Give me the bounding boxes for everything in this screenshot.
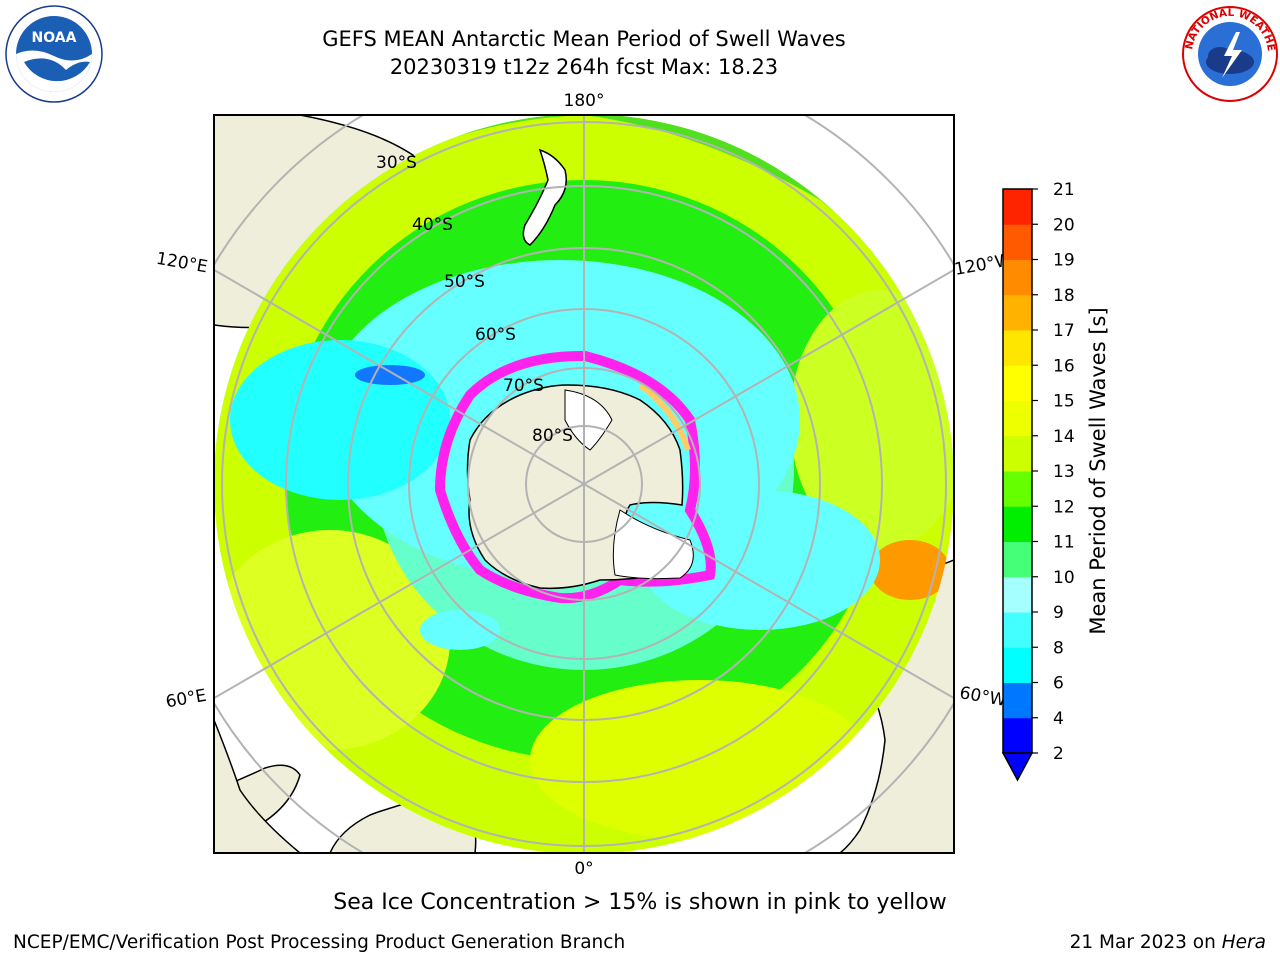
lon-label-180: 180° (564, 91, 605, 111)
map-title: GEFS MEAN Antarctic Mean Period of Swell… (322, 27, 846, 51)
colorbar-swatch (1003, 365, 1032, 401)
antarctica-land (466, 384, 684, 590)
colorbar-tick-label: 10 (1053, 568, 1075, 588)
colorbar-swatch (1003, 400, 1032, 437)
meridian-120w (583, 268, 954, 485)
colorbar-tick-label: 4 (1053, 709, 1064, 729)
colorbar-ticks: 2 4 6 8 9 10 11 12 13 14 15 16 17 18 19 20 21 (1032, 180, 1075, 764)
map-frame (213, 114, 955, 854)
colorbar-swatch (1003, 612, 1032, 648)
lat-label-60s: 60°S (475, 325, 516, 345)
sea-ice-footnote: Sea Ice Concentration > 15% is shown in … (333, 890, 947, 915)
colorbar-tick-label: 14 (1053, 427, 1075, 447)
lat-label-30s: 30°S (376, 153, 417, 173)
meridian-120e (214, 268, 585, 485)
colorbar: 2 4 6 8 9 10 11 12 13 14 15 16 17 18 19 20 21 Mean Perio… (1001, 180, 1110, 782)
new-zealand-land (522, 148, 567, 246)
noaa-logo: NOAA (5, 5, 103, 103)
lat-label-70s: 70°S (503, 376, 544, 396)
map-panel: 30°S 40°S 50°S 60°S 70°S 80°S (214, 115, 954, 853)
map-subtitle: 20230319 t12z 264h fcst Max: 18.23 (389, 55, 779, 79)
colorbar-tick-label: 2 (1053, 744, 1064, 764)
meridian-60e (214, 483, 585, 700)
colorbar-swatch (1003, 717, 1032, 754)
credit-branch: NCEP/EMC/Verification Post Processing Pr… (13, 932, 626, 953)
credit-date: 21 Mar 2023 on Hera (1070, 932, 1266, 953)
lat-label-50s: 50°S (444, 272, 485, 292)
colorbar-swatch (1003, 224, 1032, 260)
colorbar-tick-label: 19 (1053, 251, 1075, 271)
lon-label-60e: 60°E (164, 686, 208, 713)
colorbar-swatch (1003, 435, 1032, 472)
weddell-ice-shelf (612, 509, 694, 580)
colorbar-label: Mean Period of Swell Waves [s] (1086, 307, 1110, 634)
colorbar-swatch (1003, 541, 1032, 578)
colorbar-swatch (1003, 294, 1032, 331)
colorbar-swatch (1003, 506, 1032, 542)
colorbar-tick-label: 16 (1053, 356, 1075, 376)
colorbar-tick-label: 17 (1053, 321, 1075, 341)
lat-label-80s: 80°S (532, 426, 573, 446)
nws-logo: NATIONAL WEATHER SERVICE (1180, 4, 1278, 102)
colorbar-tick-label: 13 (1053, 462, 1075, 482)
colorbar-swatch (1003, 647, 1032, 683)
colorbar-swatch (1003, 189, 1032, 225)
lon-label-0: 0° (574, 859, 593, 879)
lon-label-120e: 120°E (155, 249, 209, 278)
meridian-60w (583, 483, 954, 700)
colorbar-swatches (1003, 189, 1032, 754)
colorbar-tick-label: 20 (1053, 215, 1075, 235)
colorbar-swatch (1003, 330, 1032, 366)
colorbar-swatch (1003, 682, 1032, 719)
colorbar-swatch (1003, 471, 1032, 507)
colorbar-tick-label: 11 (1053, 533, 1075, 553)
ross-ice-shelf (564, 389, 613, 451)
lat-label-40s: 40°S (412, 215, 453, 235)
colorbar-tick-label: 21 (1053, 180, 1075, 200)
noaa-logo-text: NOAA (32, 30, 77, 46)
colorbar-extend-min (1001, 752, 1034, 782)
graticule (214, 115, 954, 853)
colorbar-tick-label: 15 (1053, 392, 1075, 412)
colorbar-tick-label: 8 (1053, 638, 1064, 658)
credit-machine: Hera (1221, 932, 1266, 953)
colorbar-swatch (1003, 259, 1032, 296)
colorbar-tick-label: 12 (1053, 497, 1075, 517)
colorbar-swatch (1003, 576, 1032, 613)
lon-label-60w: 60°W (958, 683, 1008, 711)
southern-africa-land (214, 719, 302, 853)
colorbar-tick-label: 9 (1053, 603, 1064, 623)
credit-date-text: 21 Mar 2023 on (1069, 932, 1216, 953)
colorbar-tick-label: 18 (1053, 286, 1075, 306)
colorbar-tick-label: 6 (1053, 674, 1064, 694)
